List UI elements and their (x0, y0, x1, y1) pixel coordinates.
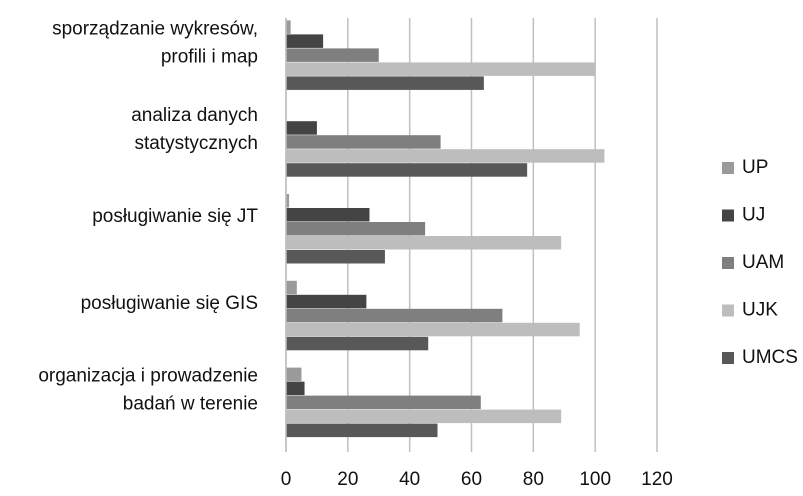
bar (286, 222, 426, 236)
bar (286, 236, 562, 250)
category-label: sporządzanie wykresów, (52, 18, 258, 39)
bar (286, 121, 317, 135)
bar (286, 280, 297, 295)
category-label: posługiwanie się GIS (81, 293, 258, 314)
x-tick-label: 80 (523, 469, 544, 490)
bar (286, 423, 438, 438)
bar (286, 381, 305, 396)
legend-swatch (722, 209, 734, 222)
bar (286, 208, 370, 222)
bar (286, 194, 290, 208)
x-tick-label: 120 (641, 469, 673, 490)
x-tick-label: 100 (579, 469, 611, 490)
bar (286, 294, 367, 309)
legend-label: UAM (742, 252, 784, 273)
legend-label: UP (742, 157, 768, 178)
bar (286, 135, 441, 149)
x-tick-label: 60 (461, 469, 482, 490)
legend-swatch (722, 304, 734, 317)
x-tick-label: 20 (337, 469, 358, 490)
legend-label: UJK (742, 300, 778, 321)
legend-label: UMCS (742, 347, 798, 368)
bar (286, 336, 429, 351)
bar (286, 322, 580, 337)
bar (286, 163, 528, 177)
x-tick-label: 0 (281, 469, 292, 490)
bar (286, 250, 385, 264)
category-label: organizacja i prowadzenie (38, 366, 258, 387)
bar (286, 367, 302, 382)
category-label: profili i map (161, 46, 258, 67)
legend-swatch (722, 352, 734, 364)
bar (286, 76, 484, 90)
category-label: posługiwanie się JT (92, 206, 258, 227)
bar (286, 62, 596, 76)
bar (286, 48, 379, 62)
category-label: statystycznych (134, 133, 258, 154)
category-label: badań w terenie (123, 394, 258, 415)
category-label: analiza danych (131, 105, 258, 126)
bar (286, 395, 481, 410)
legend-swatch (722, 257, 734, 269)
bar (286, 308, 503, 323)
legend-swatch (722, 162, 734, 174)
bar (286, 409, 562, 424)
x-tick-label: 40 (399, 469, 420, 490)
bar (286, 34, 324, 48)
bar (286, 20, 291, 34)
legend-label: UJ (742, 205, 765, 226)
bar (286, 149, 605, 163)
